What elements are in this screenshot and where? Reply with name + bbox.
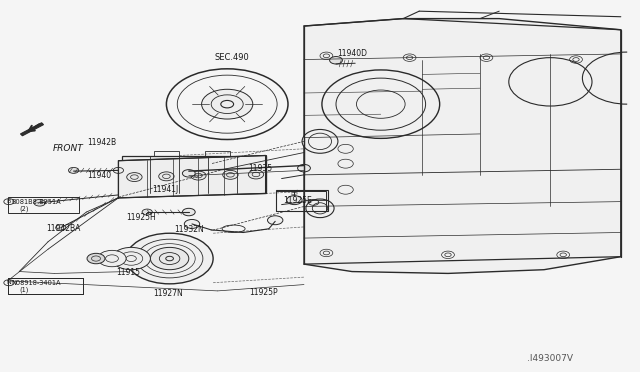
Text: N: N <box>6 280 12 285</box>
Circle shape <box>298 164 310 172</box>
Circle shape <box>159 171 171 178</box>
Circle shape <box>125 170 141 179</box>
Circle shape <box>268 216 283 225</box>
Bar <box>122 156 266 193</box>
Text: B081B8-8251A: B081B8-8251A <box>12 199 61 205</box>
Circle shape <box>98 250 126 267</box>
Bar <box>276 190 328 211</box>
Circle shape <box>191 171 206 180</box>
Bar <box>8 197 79 213</box>
Text: 11932N: 11932N <box>174 225 204 234</box>
Circle shape <box>182 170 195 177</box>
Text: .I493007V: .I493007V <box>527 355 573 363</box>
Circle shape <box>287 196 302 205</box>
Circle shape <box>112 247 150 270</box>
Bar <box>8 278 83 294</box>
Text: 11925P: 11925P <box>250 288 278 296</box>
Polygon shape <box>20 123 44 136</box>
Text: B: B <box>7 199 11 204</box>
Bar <box>154 151 179 156</box>
Text: (1): (1) <box>19 287 29 294</box>
Text: N08918-3401A: N08918-3401A <box>12 280 61 286</box>
Text: 11940D: 11940D <box>337 49 367 58</box>
Polygon shape <box>304 19 621 273</box>
Text: FRONT: FRONT <box>53 144 84 153</box>
Circle shape <box>68 167 79 173</box>
Text: 11935: 11935 <box>248 164 273 173</box>
Circle shape <box>330 57 342 64</box>
Circle shape <box>34 199 45 206</box>
Text: (2): (2) <box>19 206 29 212</box>
Text: 11942B: 11942B <box>88 138 117 147</box>
Bar <box>205 151 230 156</box>
Polygon shape <box>118 155 266 198</box>
Circle shape <box>246 170 262 179</box>
Circle shape <box>182 208 195 216</box>
Circle shape <box>202 89 253 119</box>
Text: 11925E: 11925E <box>283 196 312 205</box>
Circle shape <box>223 170 238 179</box>
Text: 11915: 11915 <box>116 268 141 277</box>
Text: 11942BA: 11942BA <box>46 224 81 233</box>
Circle shape <box>132 171 143 178</box>
Text: 11925H: 11925H <box>126 213 156 222</box>
Circle shape <box>188 171 199 178</box>
Ellipse shape <box>302 129 338 153</box>
Text: 11941J: 11941J <box>152 185 179 194</box>
Circle shape <box>244 171 255 178</box>
Circle shape <box>215 171 227 178</box>
Circle shape <box>87 253 105 264</box>
Circle shape <box>184 219 200 228</box>
Circle shape <box>248 170 264 179</box>
Text: 11927N: 11927N <box>154 289 183 298</box>
Circle shape <box>126 233 213 284</box>
Circle shape <box>142 209 152 215</box>
Circle shape <box>166 69 288 140</box>
Circle shape <box>159 172 174 181</box>
Bar <box>8 278 83 294</box>
Circle shape <box>150 247 189 270</box>
Circle shape <box>56 225 66 231</box>
Bar <box>276 191 326 211</box>
Text: 11940: 11940 <box>88 171 112 180</box>
Text: SEC.490: SEC.490 <box>214 53 249 62</box>
Circle shape <box>127 173 142 182</box>
